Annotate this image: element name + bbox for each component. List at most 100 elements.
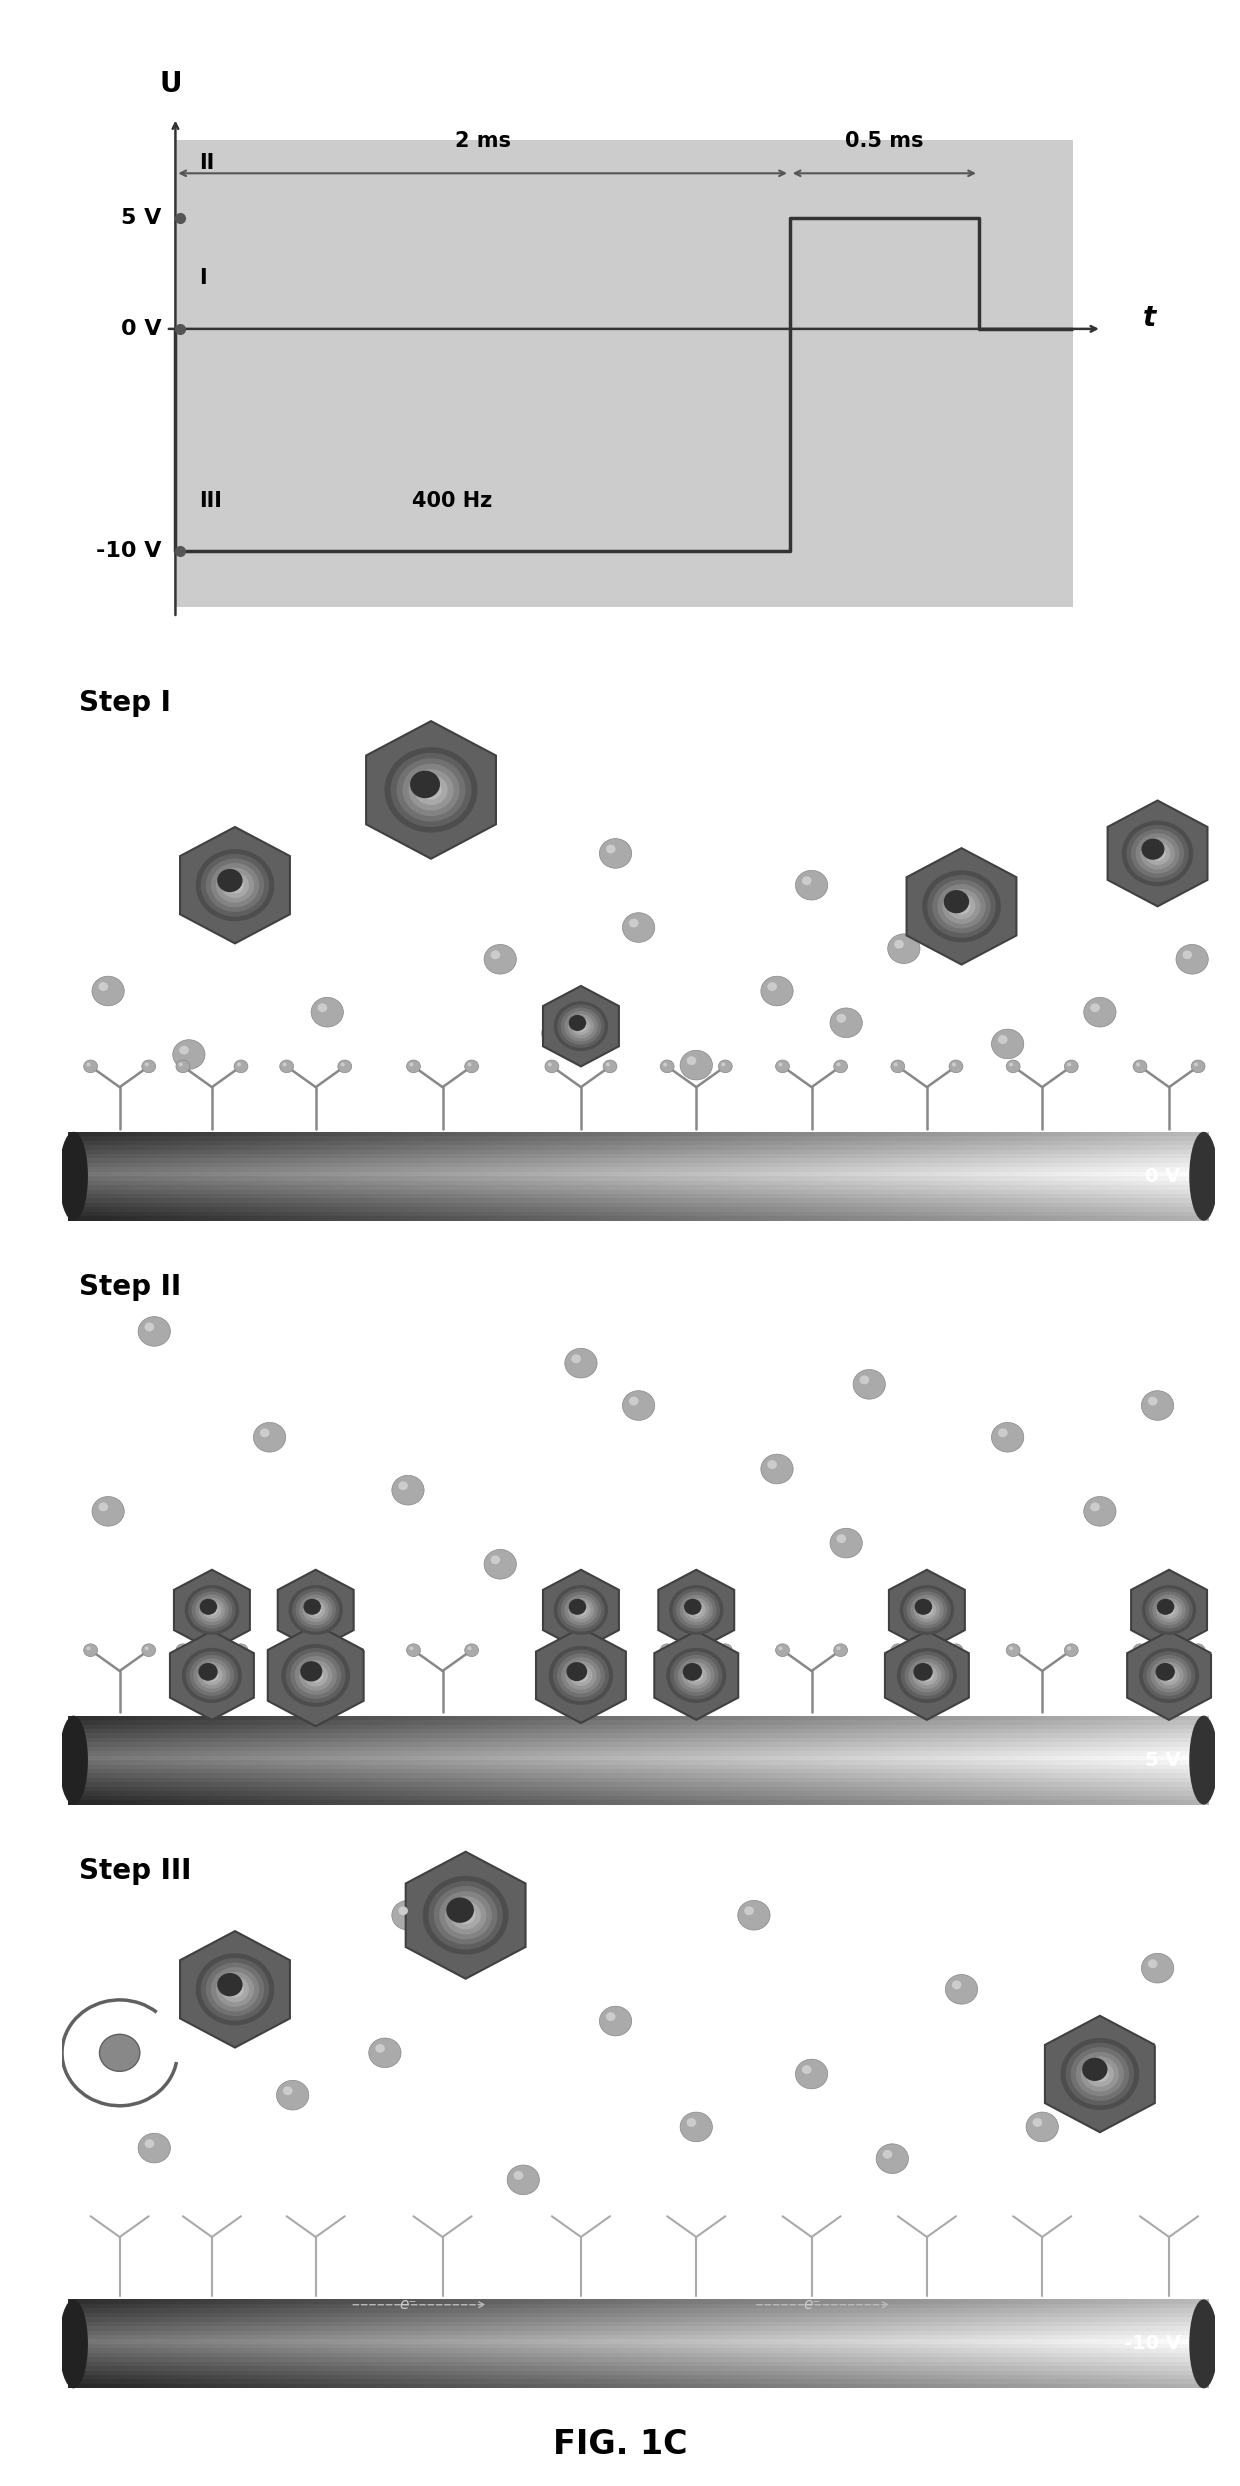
- Bar: [1183, 2372, 1187, 2374]
- Bar: [589, 2317, 593, 2322]
- Bar: [1159, 1171, 1164, 1176]
- Bar: [771, 1782, 775, 1787]
- Bar: [944, 1728, 947, 1733]
- Bar: [1076, 1211, 1080, 1216]
- Bar: [1194, 1186, 1198, 1191]
- Bar: [162, 2349, 166, 2352]
- Bar: [1137, 1211, 1141, 1216]
- Bar: [841, 2329, 844, 2334]
- Circle shape: [201, 853, 269, 917]
- Bar: [467, 2329, 471, 2334]
- Bar: [738, 2312, 742, 2317]
- Bar: [236, 1154, 239, 1158]
- Bar: [1042, 2349, 1045, 2352]
- Bar: [342, 2367, 346, 2372]
- Bar: [300, 2352, 304, 2357]
- Bar: [1198, 1163, 1202, 1168]
- Bar: [475, 2362, 479, 2367]
- Bar: [1049, 1715, 1054, 1720]
- Bar: [236, 1141, 239, 1146]
- Bar: [311, 2349, 315, 2352]
- Bar: [429, 1755, 433, 1760]
- Bar: [905, 1755, 909, 1760]
- Bar: [1099, 1163, 1102, 1168]
- Bar: [1065, 1715, 1069, 1720]
- Bar: [539, 2362, 543, 2367]
- Bar: [878, 1787, 882, 1792]
- Bar: [497, 1755, 502, 1760]
- Bar: [745, 1131, 749, 1136]
- Bar: [453, 1787, 456, 1792]
- Bar: [399, 1181, 403, 1186]
- Bar: [559, 2374, 563, 2379]
- Bar: [1179, 2317, 1183, 2322]
- Bar: [727, 1728, 730, 1733]
- Bar: [909, 1792, 913, 1795]
- Bar: [962, 2362, 966, 2367]
- Bar: [1099, 2344, 1102, 2349]
- Bar: [410, 2372, 414, 2374]
- Bar: [928, 1715, 931, 1720]
- Bar: [1159, 1728, 1164, 1733]
- Bar: [311, 1777, 315, 1782]
- Bar: [951, 1216, 955, 1221]
- Bar: [848, 2327, 852, 2329]
- Bar: [837, 2334, 841, 2339]
- Bar: [661, 1725, 665, 1728]
- Bar: [319, 1186, 322, 1191]
- Bar: [456, 1168, 460, 1171]
- Bar: [361, 2312, 365, 2317]
- Bar: [646, 2334, 650, 2339]
- Bar: [319, 1203, 322, 1208]
- Bar: [1190, 1191, 1194, 1193]
- Bar: [471, 1773, 475, 1777]
- Bar: [250, 1158, 254, 1163]
- Bar: [216, 2367, 219, 2372]
- Bar: [216, 2362, 219, 2367]
- Bar: [118, 1141, 122, 1146]
- Bar: [293, 2372, 296, 2374]
- Bar: [517, 2362, 521, 2367]
- Bar: [574, 1777, 578, 1782]
- Bar: [916, 1171, 920, 1176]
- Bar: [784, 1750, 787, 1755]
- Bar: [806, 1191, 810, 1193]
- Bar: [653, 1765, 657, 1770]
- Bar: [346, 1770, 350, 1773]
- Bar: [631, 2334, 635, 2339]
- Bar: [144, 1131, 148, 1136]
- Bar: [1159, 1725, 1164, 1728]
- Bar: [125, 2334, 129, 2339]
- Bar: [536, 2300, 539, 2305]
- Bar: [223, 1787, 228, 1792]
- Bar: [365, 2384, 368, 2389]
- Bar: [1176, 1168, 1179, 1171]
- Bar: [1148, 1198, 1152, 1203]
- Bar: [494, 1203, 497, 1208]
- Bar: [1141, 2352, 1145, 2357]
- Bar: [1038, 1211, 1042, 1216]
- Bar: [273, 2372, 277, 2374]
- Bar: [753, 1782, 756, 1787]
- Bar: [490, 1208, 494, 1211]
- Bar: [68, 2329, 72, 2334]
- Bar: [212, 2367, 216, 2372]
- Bar: [775, 2374, 780, 2379]
- Bar: [1190, 1198, 1194, 1203]
- Bar: [449, 1168, 453, 1171]
- Bar: [79, 1168, 83, 1171]
- Bar: [791, 1720, 795, 1725]
- Bar: [657, 2334, 661, 2339]
- Bar: [795, 1777, 799, 1782]
- Bar: [1099, 1773, 1102, 1777]
- Bar: [1030, 1193, 1034, 1198]
- Bar: [273, 1760, 277, 1765]
- Bar: [471, 2327, 475, 2329]
- Bar: [768, 2339, 771, 2344]
- Bar: [418, 2339, 422, 2344]
- Bar: [1019, 2322, 1023, 2327]
- Bar: [699, 1163, 703, 1168]
- Bar: [1102, 1208, 1106, 1211]
- Bar: [1069, 1792, 1073, 1795]
- Bar: [334, 1715, 339, 1720]
